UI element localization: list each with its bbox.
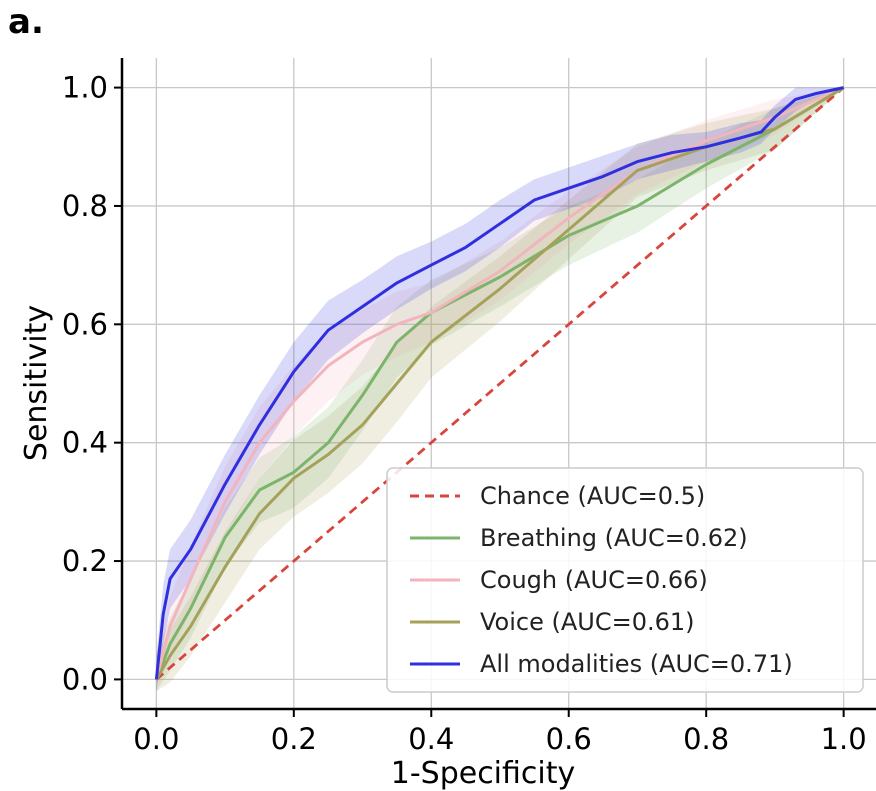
legend: Chance (AUC=0.5) Breathing (AUC=0.62) Coug… <box>386 467 864 693</box>
y-tick-label-5: 1.0 <box>62 71 108 105</box>
x-axis-title: 1-Specificity <box>391 756 576 791</box>
chance-roc-line <box>155 86 845 681</box>
legend-items: Chance (AUC=0.5) Breathing (AUC=0.62) Coug… <box>410 482 793 678</box>
axes <box>114 58 876 717</box>
cough-roc-line <box>154 86 845 680</box>
legend-label-cough: Cough (AUC=0.66) <box>480 566 708 594</box>
panel-label: a. <box>8 2 44 42</box>
legend-label-all-modalities: All modalities (AUC=0.71) <box>480 650 793 678</box>
y-tick-label-4: 0.8 <box>62 189 108 223</box>
tick-labels: 0.0 0.2 0.4 0.6 0.8 1.0 0.0 0.2 0.4 0.6 0.8 1.0 <box>62 71 867 756</box>
x-tick-label-2: 0.4 <box>408 722 454 756</box>
all-modalities-confidence-band <box>156 87 844 692</box>
legend-frame <box>386 467 864 693</box>
roc-curves <box>154 86 845 681</box>
y-tick-label-2: 0.4 <box>62 426 108 460</box>
breathing-roc-line <box>155 86 845 680</box>
x-tick-label-1: 0.2 <box>271 722 317 756</box>
y-tick-label-3: 0.6 <box>62 307 108 341</box>
legend-label-voice: Voice (AUC=0.61) <box>480 608 695 636</box>
all-modalities-roc-line <box>154 86 844 680</box>
cough-confidence-band <box>156 87 844 692</box>
y-tick-label-1: 0.2 <box>62 544 108 578</box>
x-tick-label-4: 0.8 <box>683 722 729 756</box>
voice-roc-line <box>155 86 845 681</box>
legend-label-breathing: Breathing (AUC=0.62) <box>480 524 748 552</box>
x-tick-label-3: 0.6 <box>546 722 592 756</box>
x-tick-label-0: 0.0 <box>133 722 179 756</box>
legend-label-chance: Chance (AUC=0.5) <box>480 482 705 510</box>
y-axis-title: Sensitivity <box>19 305 54 461</box>
x-tick-label-5: 1.0 <box>821 722 867 756</box>
y-tick-label-0: 0.0 <box>62 662 108 696</box>
